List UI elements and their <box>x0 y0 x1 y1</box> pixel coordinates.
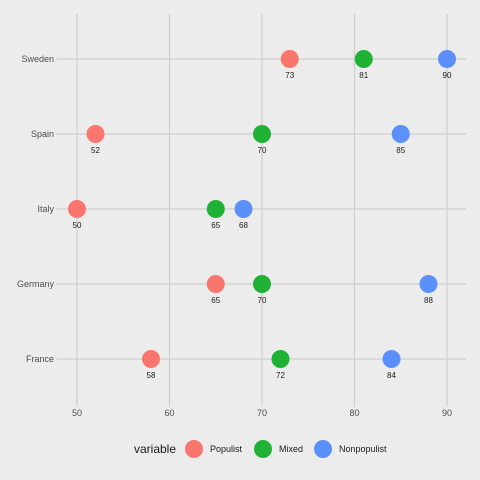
legend-label-nonpopulist: Nonpopulist <box>339 444 387 454</box>
point-populist-sweden <box>280 50 299 68</box>
point-mixed-sweden <box>354 50 373 68</box>
point-nonpopulist-france <box>382 350 401 368</box>
y-tick-label-italy: Italy <box>37 204 54 214</box>
point-mixed-italy <box>206 200 225 218</box>
data-label-mixed-italy: 65 <box>211 221 220 230</box>
data-points: 58 65 50 52 73 72 70 65 70 81 84 88 68 85 90 <box>68 50 456 380</box>
y-axis-ticks: France Germany Italy Spain Sweden <box>17 54 59 364</box>
data-label-nonpopulist-spain: 85 <box>396 146 405 155</box>
data-label-mixed-sweden: 81 <box>359 71 368 80</box>
x-tick-label-60: 60 <box>164 408 174 418</box>
data-label-populist-spain: 52 <box>91 146 100 155</box>
x-tick-label-50: 50 <box>72 408 82 418</box>
y-tick-label-spain: Spain <box>31 129 54 139</box>
point-populist-spain <box>86 125 105 143</box>
point-populist-italy <box>68 200 86 218</box>
point-nonpopulist-spain <box>391 125 410 143</box>
point-populist-germany <box>206 275 225 293</box>
legend-label-mixed: Mixed <box>279 444 303 454</box>
legend-key-populist <box>185 440 203 458</box>
legend-label-populist: Populist <box>210 444 243 454</box>
legend-title: variable <box>134 442 176 456</box>
grid-lines <box>59 14 466 404</box>
legend: variable Populist Mixed Nonpopulist <box>134 440 387 458</box>
data-label-populist-sweden: 73 <box>285 71 294 80</box>
data-label-mixed-germany: 70 <box>258 296 267 305</box>
data-label-mixed-france: 72 <box>276 371 285 380</box>
point-populist-france <box>142 350 160 368</box>
point-nonpopulist-germany <box>419 275 438 293</box>
data-label-mixed-spain: 70 <box>258 146 267 155</box>
point-mixed-germany <box>253 275 271 293</box>
data-label-nonpopulist-france: 84 <box>387 371 396 380</box>
data-label-populist-italy: 50 <box>73 221 82 230</box>
point-mixed-france <box>271 350 290 368</box>
point-nonpopulist-italy <box>234 200 253 218</box>
x-tick-label-70: 70 <box>257 408 267 418</box>
x-axis-ticks: 50 60 70 80 90 <box>72 404 452 418</box>
y-tick-label-sweden: Sweden <box>21 54 54 64</box>
data-label-nonpopulist-sweden: 90 <box>443 71 452 80</box>
point-mixed-spain <box>253 125 271 143</box>
data-label-populist-france: 58 <box>147 371 156 380</box>
data-label-nonpopulist-germany: 88 <box>424 296 433 305</box>
y-tick-label-france: France <box>26 354 54 364</box>
data-label-populist-germany: 65 <box>211 296 220 305</box>
y-tick-label-germany: Germany <box>17 279 55 289</box>
legend-key-nonpopulist <box>314 440 332 458</box>
x-tick-label-80: 80 <box>349 408 359 418</box>
data-label-nonpopulist-italy: 68 <box>239 221 248 230</box>
legend-key-mixed <box>254 440 272 458</box>
point-nonpopulist-sweden <box>438 50 456 68</box>
x-tick-label-90: 90 <box>442 408 452 418</box>
